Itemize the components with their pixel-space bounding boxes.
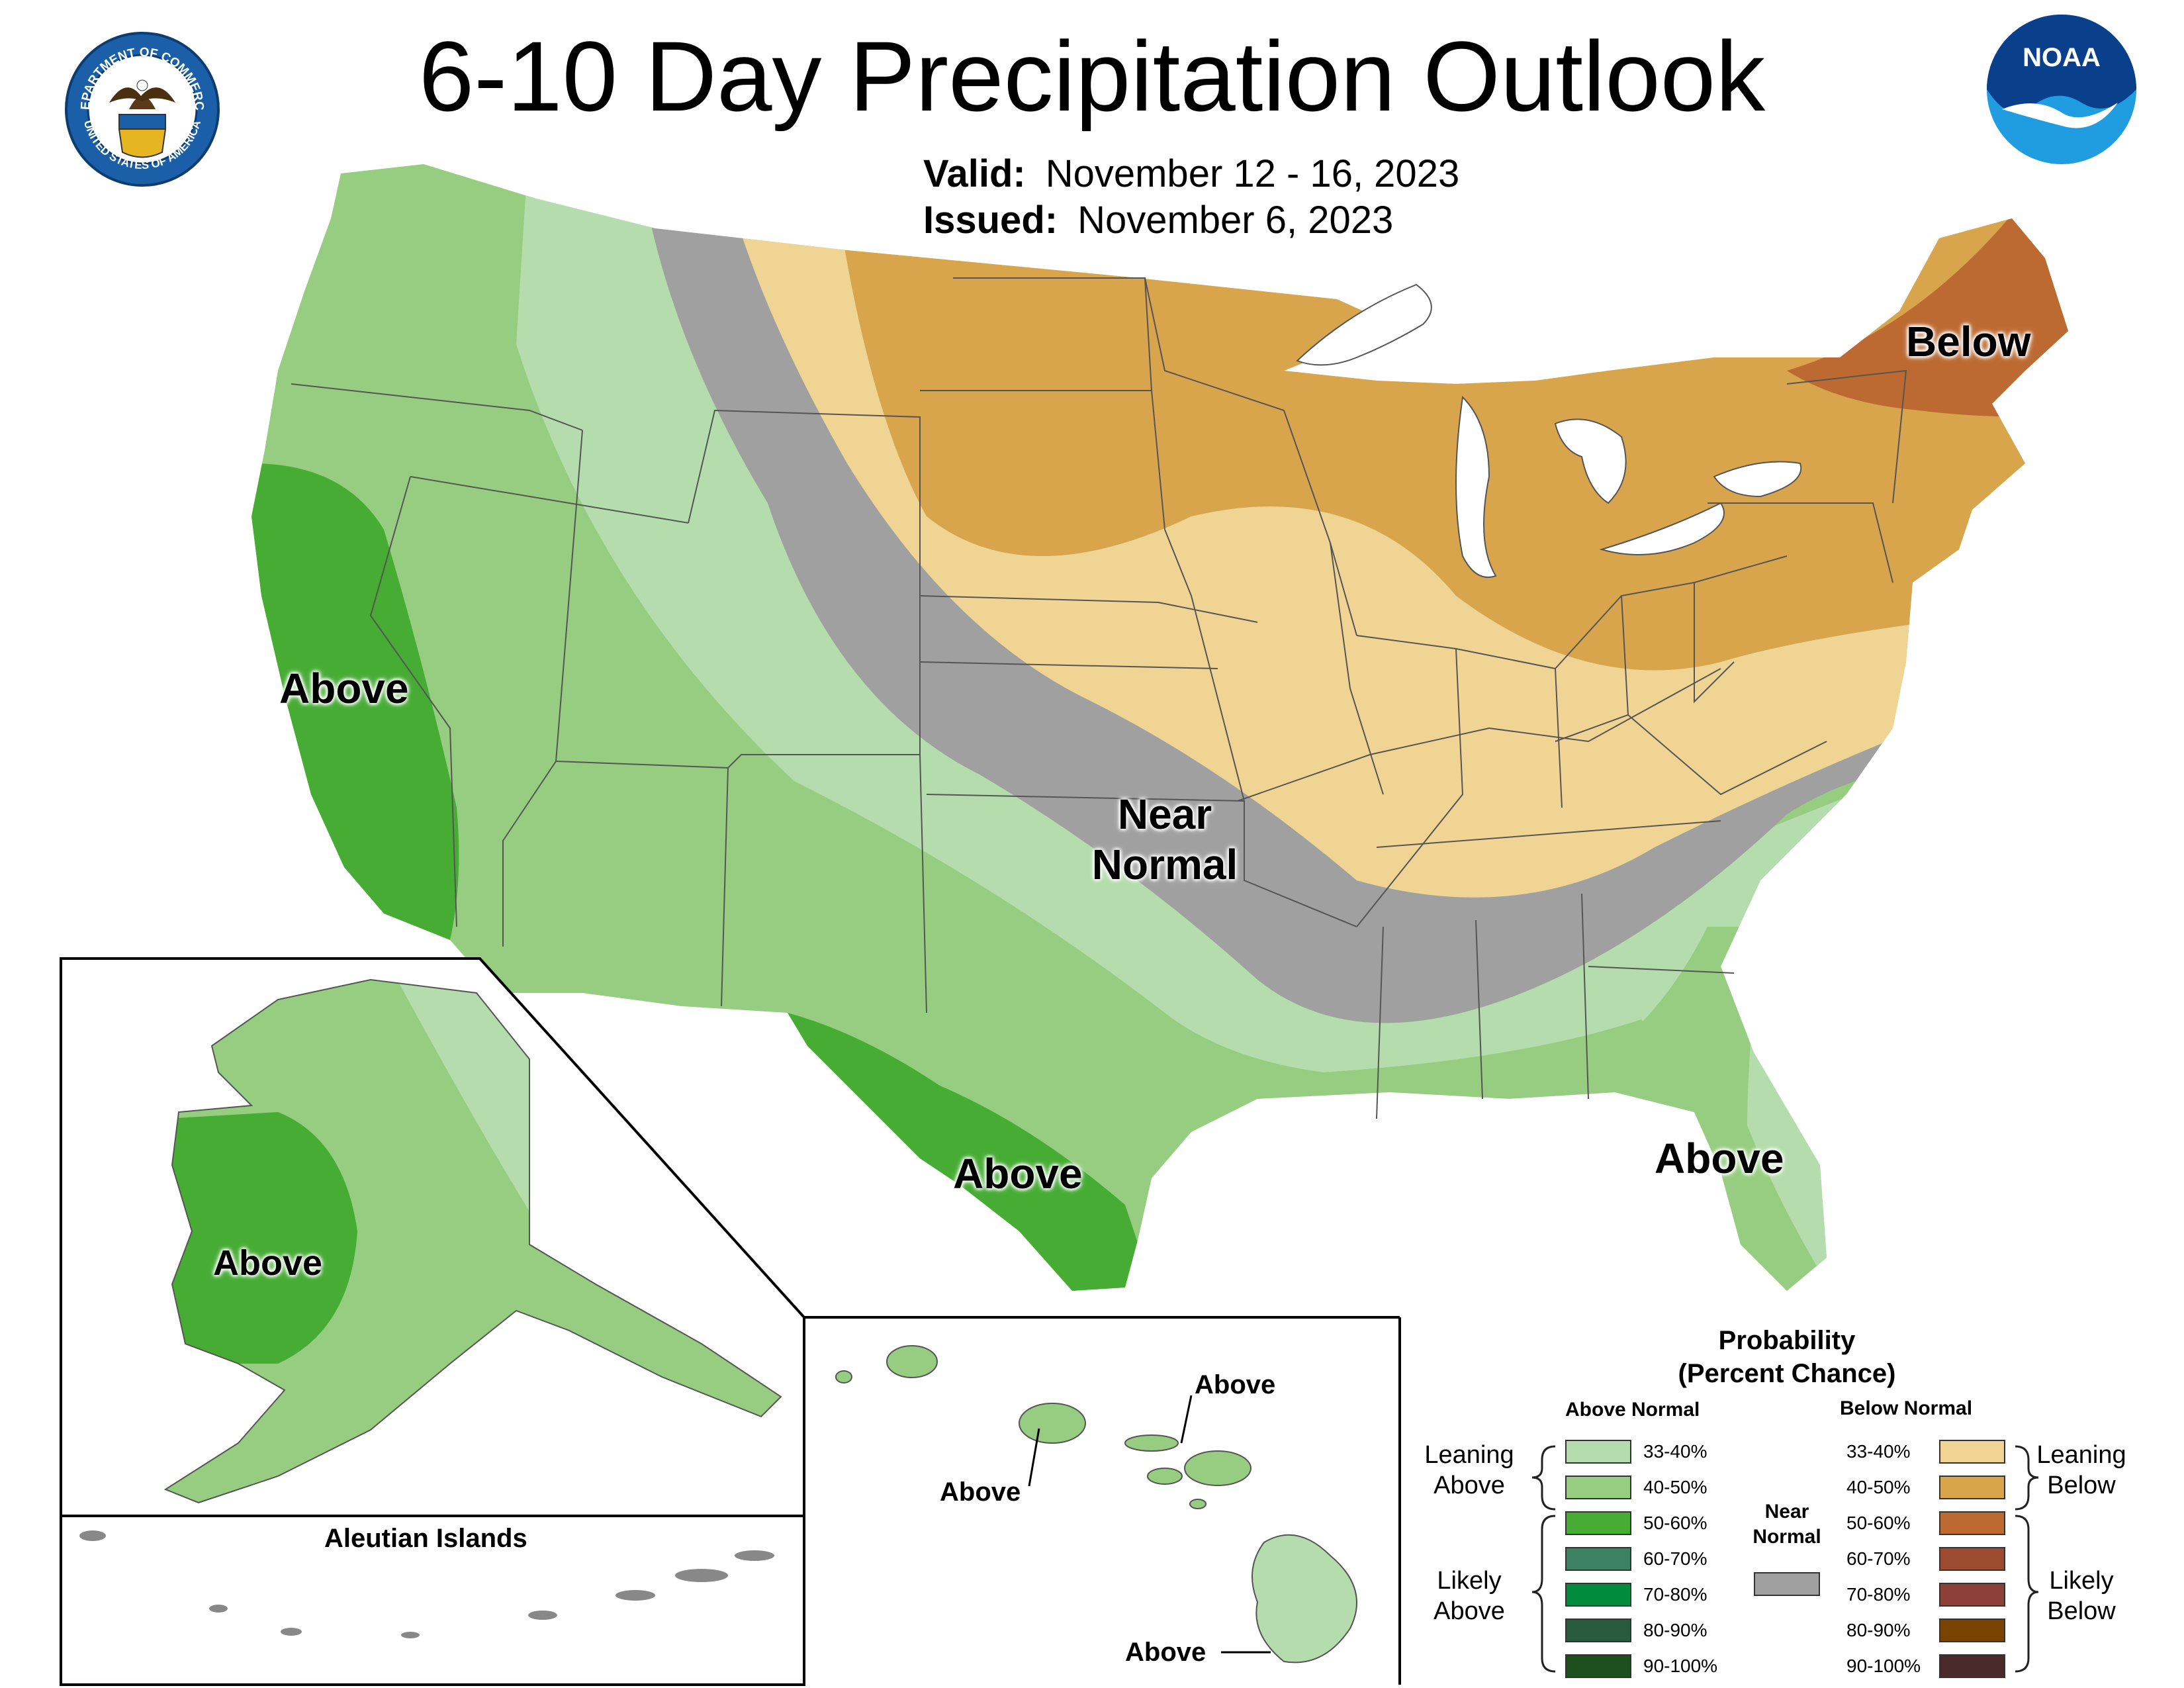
legend-above-swatch xyxy=(1565,1618,1631,1642)
label-below-northeast: Below xyxy=(1906,318,2031,365)
legend-title-line1: Probability xyxy=(1718,1326,1856,1355)
legend-above-label: 40-50% xyxy=(1643,1477,1707,1497)
valid-dates: Valid: November 12 - 16, 2023 xyxy=(923,151,1459,197)
legend-above-swatch xyxy=(1565,1583,1631,1607)
legend-below-row: 90-100% xyxy=(1846,1654,2019,1681)
legend-leaning-below-1: Leaning xyxy=(2036,1441,2126,1469)
legend-above-swatch xyxy=(1565,1476,1631,1499)
legend-above-row: 33-40% xyxy=(1565,1440,1737,1466)
department-of-commerce-seal: DEPARTMENT OF COMMERCE UNITED STATES OF … xyxy=(63,30,220,187)
legend-below-label: 60-70% xyxy=(1846,1548,1911,1569)
legend-above-row: 60-70% xyxy=(1565,1547,1737,1573)
legend-above-row: 90-100% xyxy=(1565,1654,1737,1681)
label-above-california: Above xyxy=(279,665,409,712)
label-above-hawaii-3: Above xyxy=(1125,1638,1206,1667)
legend-near-header: Near Normal xyxy=(1741,1499,1833,1550)
legend-title-line2: (Percent Chance) xyxy=(1678,1359,1896,1388)
legend-above-label: 60-70% xyxy=(1643,1548,1707,1569)
legend-below-row: 50-60% xyxy=(1846,1511,2019,1538)
state-borders xyxy=(291,277,1907,1119)
legend-below-header: Below Normal xyxy=(1840,1397,1973,1419)
legend-below-swatch xyxy=(1939,1618,2005,1642)
noaa-logo: NOAA xyxy=(1987,15,2136,164)
legend-above-swatch xyxy=(1565,1511,1631,1535)
legend-above-swatch xyxy=(1565,1440,1631,1464)
legend-above-label: 70-80% xyxy=(1643,1584,1707,1605)
legend-above-label: 33-40% xyxy=(1643,1441,1707,1462)
legend-likely-above-1: Likely xyxy=(1437,1567,1502,1595)
legend-below-label: 40-50% xyxy=(1846,1477,1911,1497)
legend-above-label: 90-100% xyxy=(1643,1656,1718,1676)
legend-above-label: 80-90% xyxy=(1643,1620,1707,1640)
legend-likely-below-1: Likely xyxy=(2049,1567,2114,1595)
legend-near-header-1: Near xyxy=(1764,1501,1809,1523)
legend-above-row: 40-50% xyxy=(1565,1476,1737,1502)
aleutian-islands-shapes xyxy=(79,1530,774,1638)
valid-label: Valid: xyxy=(923,152,1026,195)
legend-above-label: 50-60% xyxy=(1643,1513,1707,1533)
legend-below-swatch xyxy=(1939,1583,2005,1607)
label-above-hawaii-1: Above xyxy=(1195,1370,1276,1399)
noaa-logo-text: NOAA xyxy=(2023,43,2101,72)
aleutian-islands-title: Aleutian Islands xyxy=(324,1524,527,1553)
legend-below-row: 60-70% xyxy=(1846,1547,2019,1573)
valid-value: November 12 - 16, 2023 xyxy=(1045,152,1460,195)
legend-below-row: 40-50% xyxy=(1846,1476,2019,1502)
legend-above-swatch xyxy=(1565,1654,1631,1678)
legend-near-swatch xyxy=(1754,1572,1820,1596)
legend-above-row: 80-90% xyxy=(1565,1618,1737,1645)
legend: Probability (Percent Chance) Above Norma… xyxy=(1423,1324,2151,1685)
legend-likely-above: Likely Above xyxy=(1423,1566,1516,1626)
page-title: 6-10 Day Precipitation Outlook xyxy=(418,21,1766,132)
legend-leaning-below: Leaning Below xyxy=(2035,1440,2128,1501)
legend-braces xyxy=(1531,1445,2039,1673)
label-near-normal: Near Normal xyxy=(1091,790,1238,888)
legend-leaning-above: Leaning Above xyxy=(1423,1440,1516,1501)
legend-below-swatch xyxy=(1939,1511,2005,1535)
label-above-florida: Above xyxy=(1655,1135,1784,1182)
great-lakes xyxy=(1296,283,1802,578)
label-above-hawaii-2: Above xyxy=(940,1477,1021,1507)
label-above-alaska: Above xyxy=(213,1243,323,1283)
legend-leaning-above-1: Leaning xyxy=(1424,1441,1514,1469)
legend-below-label: 90-100% xyxy=(1846,1656,1921,1676)
legend-below-row: 33-40% xyxy=(1846,1440,2019,1466)
legend-below-label: 33-40% xyxy=(1846,1441,1911,1462)
legend-above-row: 50-60% xyxy=(1565,1511,1737,1538)
legend-above-row: 70-80% xyxy=(1565,1583,1737,1609)
legend-below-swatch xyxy=(1939,1440,2005,1464)
legend-below-swatch xyxy=(1939,1654,2005,1678)
legend-leaning-below-2: Below xyxy=(2047,1472,2116,1499)
legend-above-header: Above Normal xyxy=(1565,1399,1700,1421)
legend-near-header-2: Normal xyxy=(1752,1526,1821,1548)
legend-below-row: 70-80% xyxy=(1846,1583,2019,1609)
legend-likely-below: Likely Below xyxy=(2035,1566,2128,1626)
legend-below-row: 80-90% xyxy=(1846,1618,2019,1645)
legend-below-swatch xyxy=(1939,1547,2005,1571)
issued-label: Issued: xyxy=(923,199,1058,242)
legend-likely-above-2: Above xyxy=(1433,1597,1505,1625)
legend-below-label: 80-90% xyxy=(1846,1620,1911,1640)
issued-value: November 6, 2023 xyxy=(1077,199,1394,242)
issued-date: Issued: November 6, 2023 xyxy=(923,197,1393,244)
legend-below-label: 70-80% xyxy=(1846,1584,1911,1605)
legend-below-label: 50-60% xyxy=(1846,1513,1911,1533)
label-above-texas: Above xyxy=(953,1150,1083,1197)
legend-above-swatch xyxy=(1565,1547,1631,1571)
legend-leaning-above-2: Above xyxy=(1433,1472,1505,1499)
legend-below-swatch xyxy=(1939,1476,2005,1499)
legend-likely-below-2: Below xyxy=(2047,1597,2116,1625)
